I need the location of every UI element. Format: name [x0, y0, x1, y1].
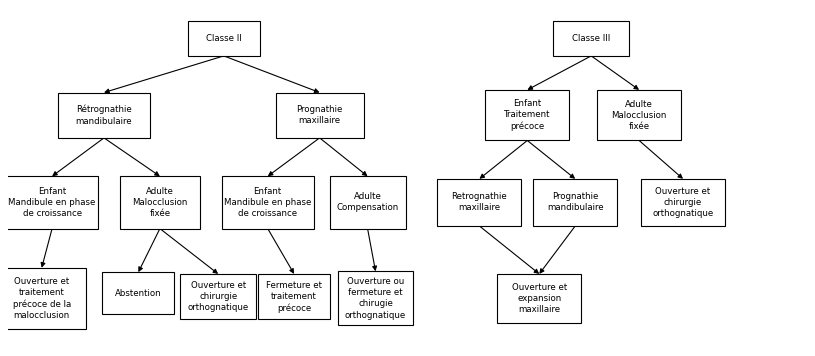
Bar: [597, 90, 681, 141]
Bar: [641, 179, 725, 226]
Bar: [180, 274, 256, 319]
Bar: [275, 93, 363, 138]
Text: Ouverture et
expansion
maxillaire: Ouverture et expansion maxillaire: [512, 283, 567, 314]
Text: Adulte
Malocclusion
fixée: Adulte Malocclusion fixée: [132, 187, 187, 218]
Text: Prognathie
maxillaire: Prognathie maxillaire: [297, 105, 343, 125]
Bar: [533, 179, 617, 226]
Bar: [222, 176, 314, 229]
Text: Enfant
Mandibule en phase
de croissance: Enfant Mandibule en phase de croissance: [224, 187, 311, 218]
Text: Retrognathie
maxillaire: Retrognathie maxillaire: [452, 192, 507, 213]
Text: Classe III: Classe III: [572, 34, 610, 43]
Bar: [258, 274, 330, 319]
Text: Classe II: Classe II: [206, 34, 242, 43]
Text: Rétrognathie
mandibulaire: Rétrognathie mandibulaire: [76, 105, 132, 126]
Bar: [329, 176, 406, 229]
Text: Enfant
Traitement
précoce: Enfant Traitement précoce: [504, 99, 551, 131]
Text: Abstention: Abstention: [115, 289, 161, 298]
Bar: [58, 93, 150, 138]
Text: Adulte
Malocclusion
fixée: Adulte Malocclusion fixée: [611, 100, 667, 131]
Bar: [188, 21, 260, 56]
Text: Enfant
Mandibule en phase
de croissance: Enfant Mandibule en phase de croissance: [8, 187, 96, 218]
Bar: [103, 272, 174, 314]
Bar: [438, 179, 522, 226]
Text: Fermeture et
traitement
précoce: Fermeture et traitement précoce: [266, 281, 322, 313]
Bar: [553, 21, 629, 56]
Text: Prognathie
mandibulaire: Prognathie mandibulaire: [547, 192, 604, 213]
Bar: [497, 274, 581, 323]
Text: Ouverture et
chirurgie
orthognatique: Ouverture et chirurgie orthognatique: [187, 281, 249, 312]
Text: Ouverture ou
fermeture et
chirugie
orthognatique: Ouverture ou fermeture et chirugie ortho…: [345, 277, 406, 320]
Bar: [120, 176, 200, 229]
Text: Ouverture et
chirurgie
orthognatique: Ouverture et chirurgie orthognatique: [653, 187, 714, 218]
Bar: [7, 176, 98, 229]
Text: Ouverture et
traitement
précoce de la
malocclusion: Ouverture et traitement précoce de la ma…: [12, 277, 71, 320]
Text: Adulte
Compensation: Adulte Compensation: [337, 192, 399, 213]
Bar: [0, 268, 86, 329]
Bar: [337, 271, 413, 325]
Bar: [486, 90, 569, 141]
